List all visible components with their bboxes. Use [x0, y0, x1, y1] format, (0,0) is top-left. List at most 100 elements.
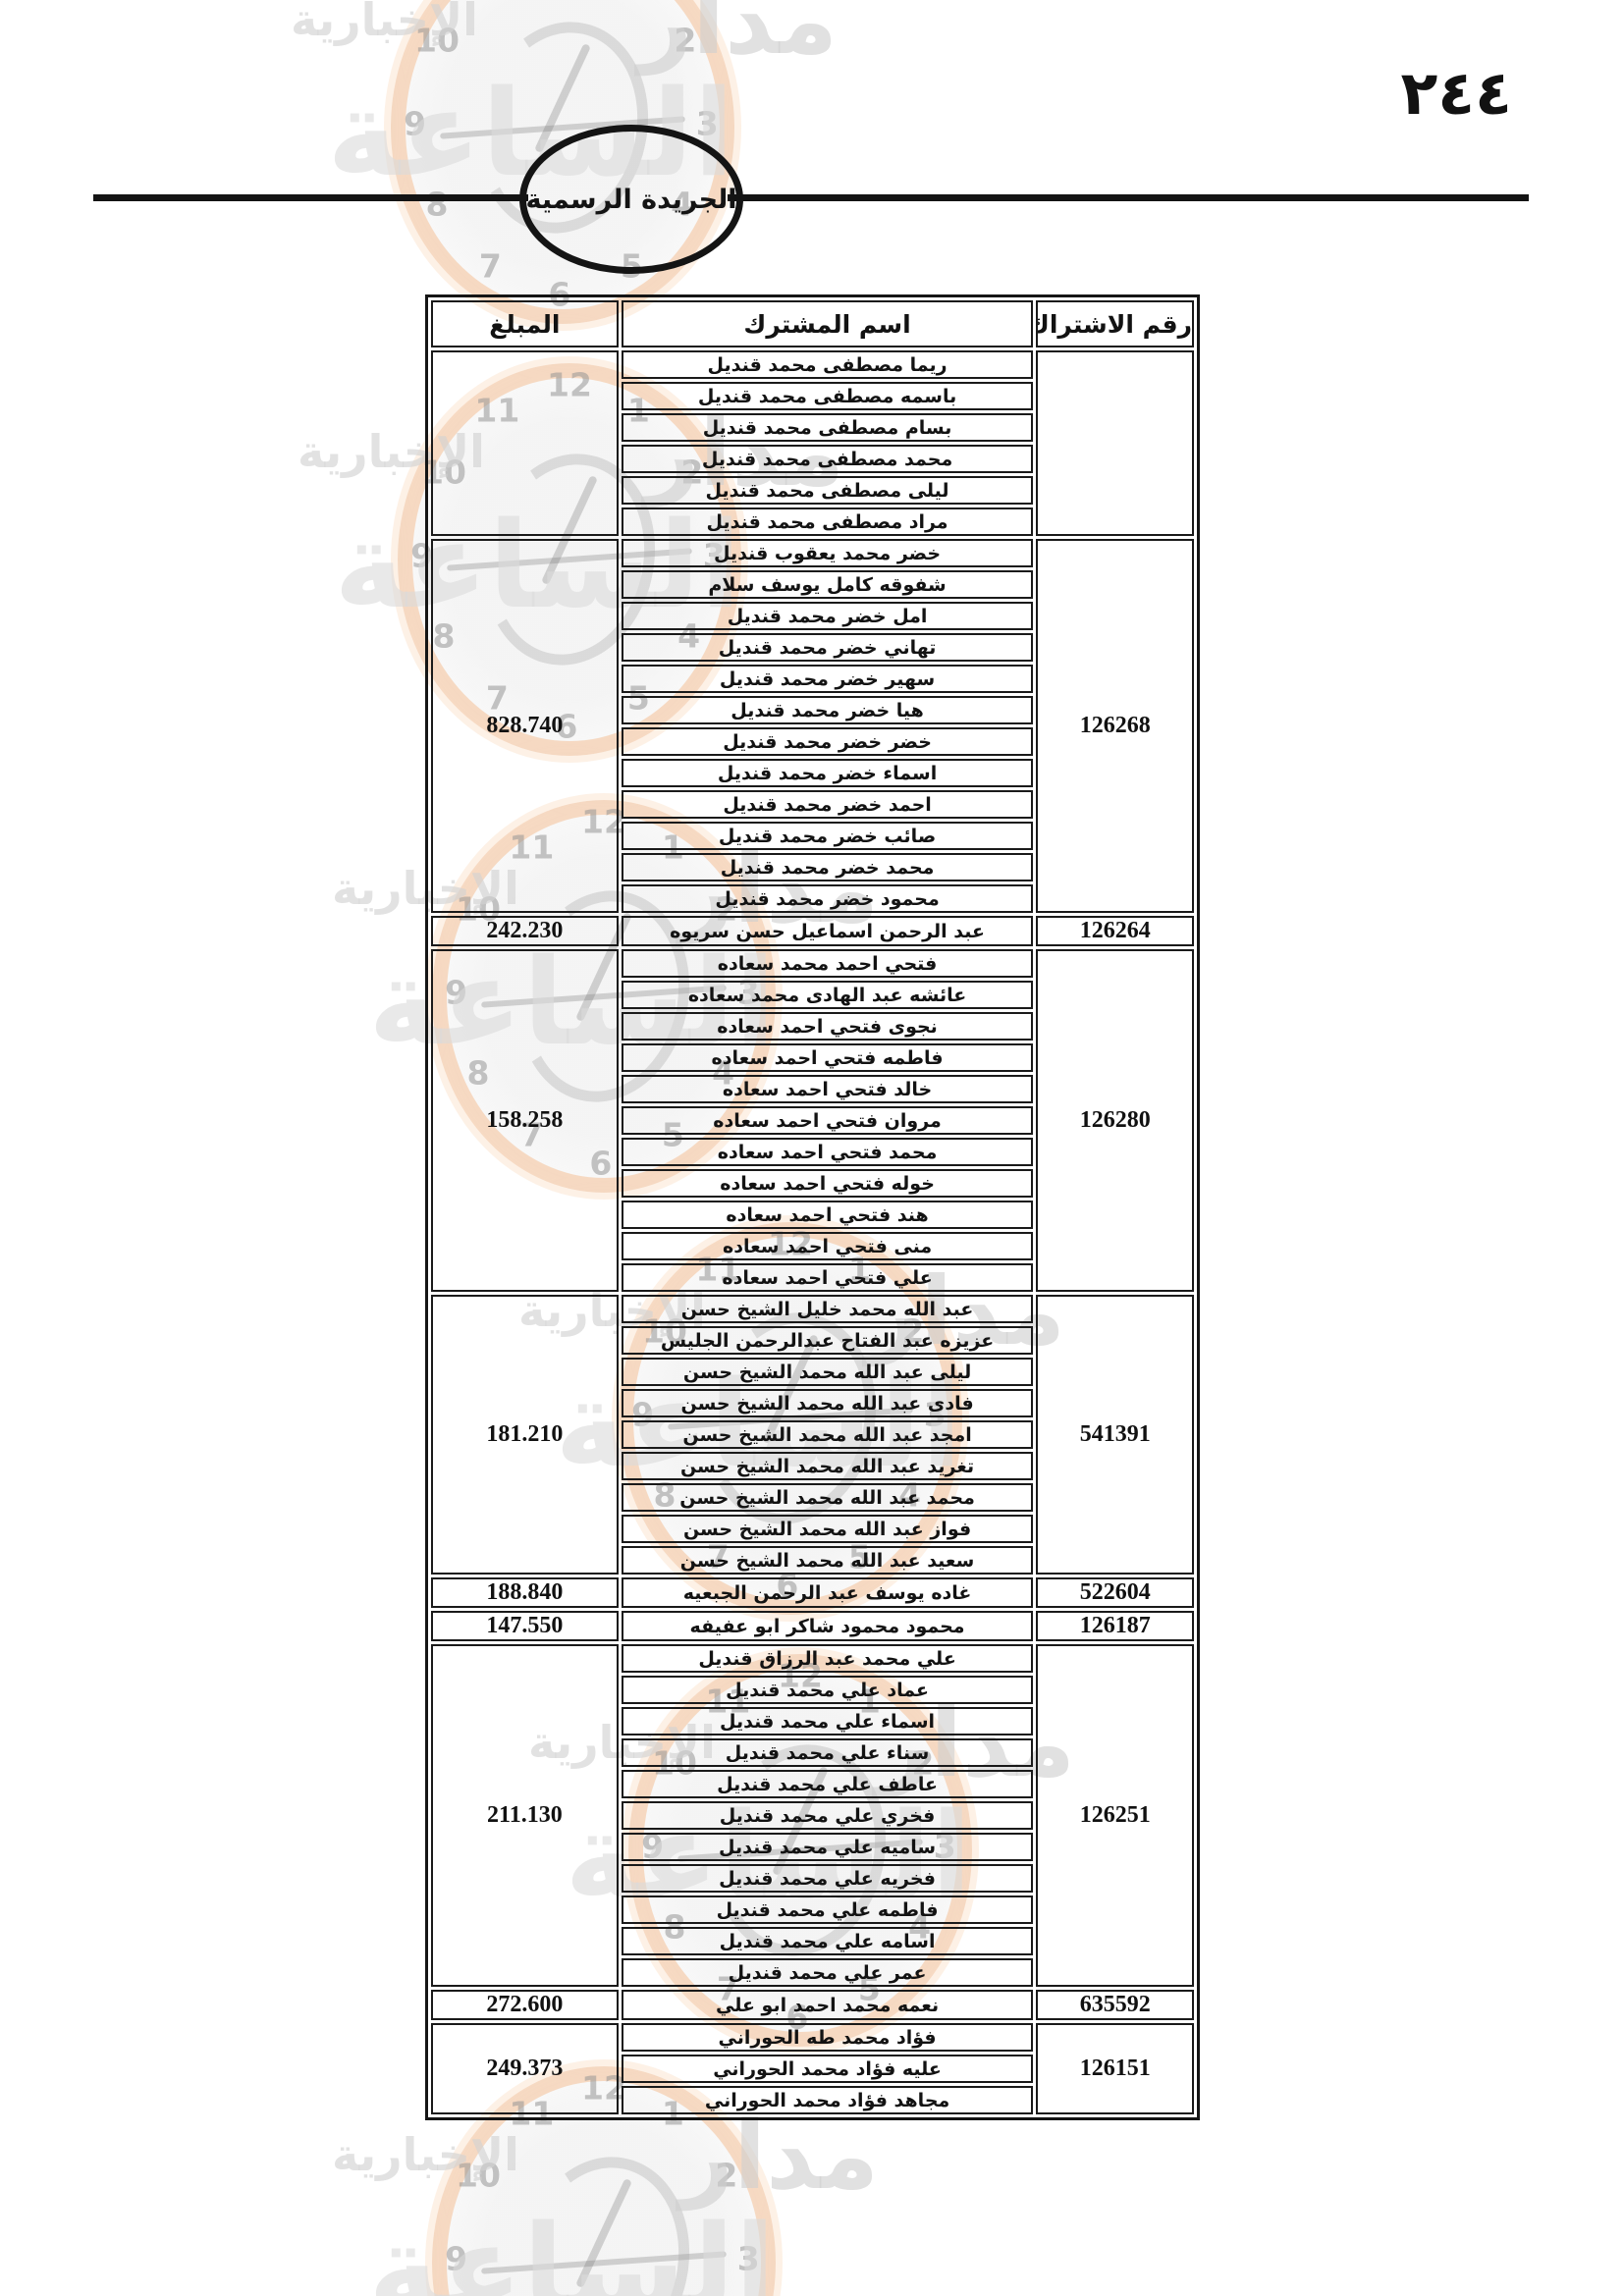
subscriber-name-cell: خالد فتحي احمد سعاده [621, 1075, 1034, 1103]
subscriber-name-cell: عاطف علي محمد قنديل [621, 1770, 1034, 1798]
amount-cell: 158.258 [431, 949, 619, 1292]
watermark-clock-number: 2 [674, 21, 697, 60]
watermark-clock-number: 3 [736, 2239, 760, 2278]
watermark-clock-number: 8 [425, 185, 449, 224]
subscriber-name-cell: علي فتحي احمد سعاده [621, 1263, 1034, 1292]
subscribers-table: رقم الاشتراك اسم المشترك المبلغ ريما مصط… [425, 294, 1200, 2120]
subscriber-name-cell: تغريد عبد الله محمد الشيخ حسن [621, 1452, 1034, 1480]
amount-cell: 272.600 [431, 1990, 619, 2020]
subscriber-name-cell: هيا خضر محمد قنديل [621, 696, 1034, 724]
subscriber-name-cell: محمود محمود شاكر ابو عفيفه [621, 1611, 1034, 1641]
subscriber-name-cell: فتحي احمد محمد سعاده [621, 949, 1034, 978]
table-row: اسماء خضر محمد قنديل [431, 759, 1194, 787]
subscriber-name-cell: نعمه محمد احمد ابو علي [621, 1990, 1034, 2020]
subscriber-name-cell: عائشه عبد الهادى محمد سعاده [621, 981, 1034, 1009]
subscription-number-cell: 126251 [1036, 1644, 1194, 1987]
subscriber-name-cell: مراد مصطفى محمد قنديل [621, 507, 1034, 536]
subscriber-name-cell: باسمه مصطفى محمد قنديل [621, 382, 1034, 410]
subscriber-name-cell: فؤاد محمد طه الحوراني [621, 2023, 1034, 2052]
table-row: 126151 فؤاد محمد طه الحوراني 249.373 [431, 2023, 1194, 2114]
subscriber-name-cell: سهير خضر محمد قنديل [621, 665, 1034, 693]
subscription-number-cell: 522604 [1036, 1577, 1194, 1608]
subscriber-name-cell: احمد خضر محمد قنديل [621, 790, 1034, 819]
subscriber-name-cell: محمد عبد الله محمد الشيخ حسن [621, 1483, 1034, 1512]
subscriber-name-cell: صائب خضر محمد قنديل [621, 822, 1034, 850]
watermark-clock-hand [575, 2177, 632, 2289]
subscription-number-cell: 126280 [1036, 949, 1194, 1292]
amount-cell: 828.740 [431, 539, 619, 913]
page-number: ٢٤٤ [1400, 57, 1512, 129]
watermark-clock-number: 10 [456, 2156, 501, 2195]
amount-cell: 242.230 [431, 916, 619, 946]
subscriber-name-cell: سعيد عبد الله محمد الشيخ حسن [621, 1546, 1034, 1575]
subscriber-name-cell: هند فتحي احمد سعاده [621, 1201, 1034, 1229]
subscriber-name-cell: سناء علي محمد قنديل [621, 1738, 1034, 1767]
subscriber-name-cell: فخريه علي محمد قنديل [621, 1864, 1034, 1893]
subscriber-name-cell: محمد خضر محمد قنديل [621, 853, 1034, 881]
subscription-number-cell: 126151 [1036, 2023, 1194, 2114]
subscriber-name-cell: مروان فتحي احمد سعاده [621, 1106, 1034, 1135]
watermark-clock-number: 9 [445, 2239, 468, 2278]
subscriber-name-cell: تهاني خضر محمد قنديل [621, 633, 1034, 662]
watermark-brand-top: مدار [638, 0, 839, 76]
watermark-clock-number: 7 [478, 246, 502, 286]
header-rule-right [728, 194, 1529, 201]
amount-cell: 147.550 [431, 1611, 619, 1641]
table-row: 541391 عبد الله محمد خليل الشيخ حسن 181.21… [431, 1295, 1194, 1575]
subscriber-name-cell: خضر خضر محمد قنديل [621, 727, 1034, 756]
watermark-clock-number: 3 [695, 104, 719, 143]
header-rule-left [93, 194, 528, 201]
subscriber-name-cell: ريما مصطفى محمد قنديل [621, 350, 1034, 379]
subscriber-name-cell: علي محمد عبد الرزاق قنديل [621, 1644, 1034, 1673]
table-row: 126251 علي محمد عبد الرزاق قنديل 211.130 [431, 1644, 1194, 1987]
table-row: 126280 فتحي احمد محمد سعاده 158.258 [431, 949, 1194, 1292]
watermark-clock-number: 2 [715, 2156, 738, 2195]
subscription-number-cell: 126268 [1036, 539, 1194, 913]
subscriber-name-cell: عماد علي محمد قنديل [621, 1676, 1034, 1704]
subscriber-name-cell: فخري علي محمد قنديل [621, 1801, 1034, 1830]
subscription-number-cell: 635592 [1036, 1990, 1194, 2020]
table-header-row: رقم الاشتراك اسم المشترك المبلغ [431, 300, 1194, 347]
subscriber-name-cell: فاطمه فتحي احمد سعاده [621, 1043, 1034, 1072]
subscriber-name-cell: فواز عبد الله محمد الشيخ حسن [621, 1515, 1034, 1543]
amount-cell: 211.130 [431, 1644, 619, 1987]
subscriber-name-cell: ليلى مصطفى محمد قنديل [621, 476, 1034, 505]
subscriber-name-cell: بسام مصطفى محمد قنديل [621, 413, 1034, 442]
subscription-number-cell: 126187 [1036, 1611, 1194, 1641]
subscriber-name-cell: محمد فتحي احمد سعاده [621, 1138, 1034, 1166]
subscription-number-cell: 126264 [1036, 916, 1194, 946]
header-subscriber-name: اسم المشترك [621, 300, 1034, 347]
subscriber-name-cell: عبد الله محمد خليل الشيخ حسن [621, 1295, 1034, 1323]
subscriber-name-cell: عمر علي محمد قنديل [621, 1958, 1034, 1987]
subscriber-name-cell: خضر محمد يعقوب قنديل [621, 539, 1034, 567]
subscriber-name-cell: اسماء خضر محمد قنديل [621, 759, 1034, 787]
gazette-title-badge: الجريدة الرسمية [519, 125, 743, 274]
amount-cell: 188.840 [431, 1577, 619, 1608]
subscribers-table-body: ريما مصطفى محمد قنديل باسمه مصطفى محمد قن… [431, 350, 1194, 2114]
subscriber-name-cell: فاطمه علي محمد قنديل [621, 1896, 1034, 1924]
subscriber-name-cell: محمد مصطفى محمد قنديل [621, 445, 1034, 473]
amount-cell [431, 350, 619, 536]
subscriber-name-cell: ليلى عبد الله محمد الشيخ حسن [621, 1358, 1034, 1386]
gazette-title-text: الجريدة الرسمية [525, 184, 737, 215]
subscriber-name-cell: مجاهد فؤاد محمد الحوراني [621, 2086, 1034, 2114]
subscriber-name-cell: امل خضر محمد قنديل [621, 602, 1034, 630]
subscription-number-cell: 541391 [1036, 1295, 1194, 1575]
amount-cell: 181.210 [431, 1295, 619, 1575]
subscriber-name-cell: اسماء علي محمد قنديل [621, 1707, 1034, 1735]
subscriber-name-cell: شفوقه كامل يوسف سلام [621, 570, 1034, 599]
subscriber-name-cell: محمود خضر محمد قنديل [621, 884, 1034, 913]
subscription-number-cell [1036, 350, 1194, 536]
header-subscription-number: رقم الاشتراك [1036, 300, 1194, 347]
subscriber-name-cell: عليه فؤاد محمد الحوراني [621, 2055, 1034, 2083]
table-row: 126268 خضر محمد يعقوب قنديل 828.740 [431, 539, 1194, 913]
watermark-brand-sub: الإخبارية [332, 2128, 519, 2181]
table-row: 126187 محمود محمود شاكر ابو عفيفه 147.550 [431, 1611, 1194, 1641]
subscriber-name-cell: خوله فتحي احمد سعاده [621, 1169, 1034, 1198]
subscriber-name-cell: منى فتحي احمد سعاده [621, 1232, 1034, 1260]
subscriber-name-cell: عزيزه عبد الفتاح عبدالرحمن الجليس [621, 1326, 1034, 1355]
table-row: 126264 عبد الرحمن اسماعيل حسن سريوه 242.23… [431, 916, 1194, 946]
subscriber-name-cell: غاده يوسف عبد الرحمن الجبعيه [621, 1577, 1034, 1608]
subscriber-name-cell: نجوى فتحي احمد سعاده [621, 1012, 1034, 1041]
